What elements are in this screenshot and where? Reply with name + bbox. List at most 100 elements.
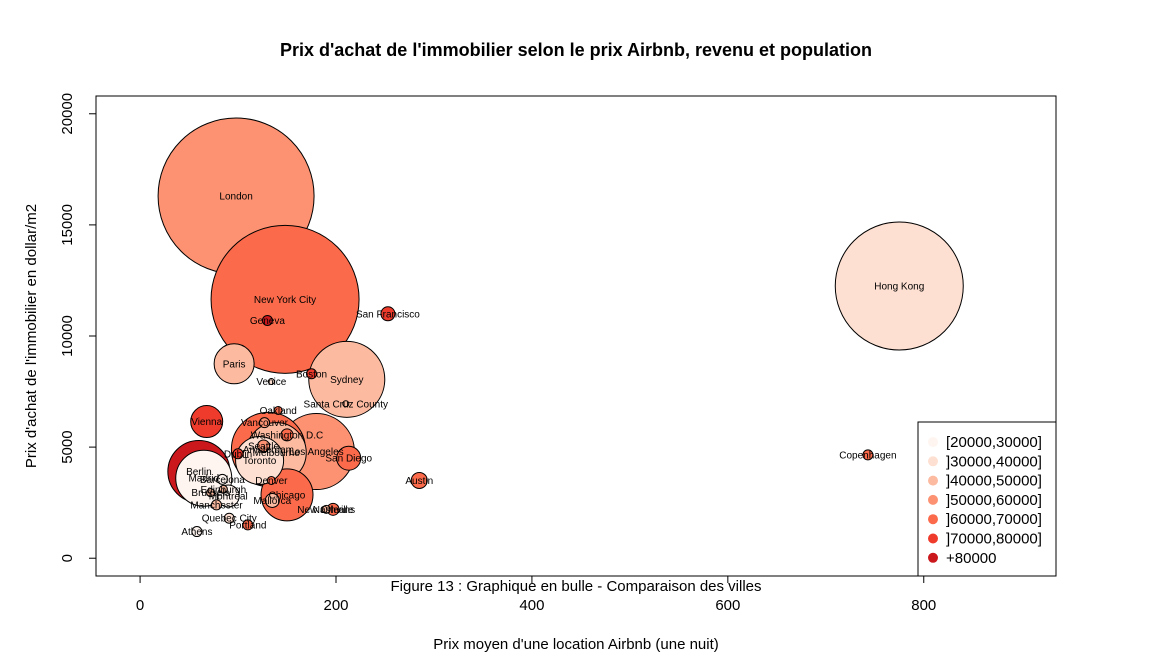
y-tick-label: 15000 (59, 204, 76, 246)
city-label-amsterdam: Amsterdam (243, 445, 294, 456)
legend-label-7: +80000 (946, 550, 996, 567)
bubble-san-diego (336, 445, 362, 471)
bubble-washington-d-c (280, 428, 294, 442)
bubble-seattle (257, 439, 271, 453)
city-label-new-orleans: New Orleans (297, 505, 355, 516)
bubble-quebec-city (223, 512, 235, 524)
legend-label-1: [20000,30000] (946, 434, 1042, 451)
city-label-mallorca: Mallorca (253, 496, 291, 507)
x-tick-label: 600 (715, 597, 740, 614)
city-label-brussels: Brussels (191, 488, 229, 499)
bubble-geneva (261, 314, 273, 326)
bubble-edinburgh (218, 484, 228, 494)
bubble-athens (191, 526, 203, 538)
city-label-manchester: Manchester (190, 500, 243, 511)
legend-swatch-2 (928, 456, 938, 467)
figure-caption: Figure 13 : Graphique en bulle - Compara… (390, 578, 761, 595)
bubble-copenhagen (862, 449, 874, 461)
city-label-quebec-city: Quebec City (202, 514, 257, 525)
legend-swatch-1 (928, 437, 938, 447)
city-label-london: London (219, 192, 252, 203)
city-label-dublin: Dublin (224, 449, 252, 460)
y-axis-label: Prix d'achat de l'immobilier en dollar/m… (23, 204, 40, 468)
bubble-san-francisco (380, 306, 396, 322)
city-label-edinburgh: Edinburgh (201, 485, 247, 496)
city-label-venice: Venice (256, 377, 286, 388)
y-tick-label: 10000 (59, 315, 76, 357)
chart-title: Prix d'achat de l'immobilier selon le pr… (280, 40, 872, 60)
city-label-denver: Denver (255, 476, 288, 487)
bubble-new-orleans (321, 504, 331, 514)
bubble-new-york-city (210, 224, 360, 374)
legend-swatch-6 (928, 533, 938, 544)
city-label-nashville: Nashville (313, 505, 354, 516)
bubble-boston (306, 368, 318, 380)
city-label-portland: Portland (229, 520, 266, 531)
x-tick-label: 200 (323, 597, 348, 614)
legend-swatch-4 (928, 494, 938, 505)
bubble-vienna (190, 405, 224, 439)
city-label-melbourne: Melbourne (253, 448, 301, 459)
city-label-berlin: Berlin (186, 467, 212, 478)
bubble-denver (266, 475, 276, 485)
city-label-paris: Paris (223, 359, 246, 370)
y-tick-label: 0 (59, 554, 76, 562)
bubble-venice (267, 378, 275, 386)
city-label-barcelona: Barcelona (200, 475, 245, 486)
city-label-los-angeles: Los Angeles (289, 447, 344, 458)
bubble-toronto (235, 435, 285, 485)
bubble-paris (213, 343, 255, 385)
bubble-austin (410, 471, 428, 489)
legend-swatch-5 (928, 514, 938, 525)
city-label-san-francisco: San Francisco (356, 309, 420, 320)
city-label-sydney: Sydney (330, 375, 363, 386)
legend-swatch-3 (928, 475, 938, 486)
city-label-new-york-city: New York City (254, 295, 316, 306)
city-label-toronto: Toronto (243, 456, 277, 467)
legend-label-5: ]60000,70000] (946, 511, 1042, 528)
bubble-barcelona (216, 473, 228, 485)
bubble-sydney (308, 340, 386, 418)
bubble-manchester (210, 499, 222, 511)
y-axis: 0 5000 10000 15000 20000 (59, 93, 97, 562)
city-label-chicago: Chicago (269, 490, 306, 501)
city-label-san-diego: San Diego (325, 454, 372, 465)
city-label-vancouver: Vancouver (241, 418, 289, 429)
bubble-vancouver (258, 417, 270, 429)
legend: [20000,30000] ]30000,40000] ]40000,50000]]… (917, 421, 1057, 577)
bubble-oakland (273, 405, 283, 415)
legend-label-6: ]70000,80000] (946, 531, 1042, 548)
x-tick-label: 800 (911, 597, 936, 614)
city-label-hong-kong: Hong Kong (874, 282, 924, 293)
legend-box (917, 421, 1057, 577)
x-tick-label: 0 (136, 597, 144, 614)
legend-swatch-7 (928, 552, 938, 563)
bubble-mallorca (264, 492, 280, 508)
bubble-dublin (232, 448, 244, 460)
x-axis-label: Prix moyen d'une location Airbnb (une nu… (433, 636, 719, 653)
city-label-athens: Athens (181, 527, 212, 538)
legend-label-4: ]50000,60000] (946, 492, 1042, 509)
city-label-santa-cruz-county: Santa Cruz County (304, 399, 389, 410)
city-label-montreal: Montreal (209, 492, 248, 503)
city-label-oakland: Oakland (260, 406, 297, 417)
y-tick-label: 20000 (59, 93, 76, 135)
bubble-santa-cruz-county (342, 400, 350, 408)
bubble-layer: London New York City Geneva Hong Kong San Fr… (157, 117, 964, 538)
city-label-copenhagen: Copenhagen (839, 450, 896, 461)
city-label-washington-d-c: Washington D.C (251, 430, 323, 441)
city-label-madrid: Madrid (188, 474, 219, 485)
x-axis: 0 200 400 600 800 (136, 575, 936, 614)
city-label-austin: Austin (405, 476, 433, 487)
x-tick-label: 400 (519, 597, 544, 614)
city-label-boston: Boston (296, 369, 327, 380)
legend-label-2: ]30000,40000] (946, 453, 1042, 470)
legend-label-3: ]40000,50000] (946, 473, 1042, 490)
city-label-vienna: Vienna (191, 417, 222, 428)
y-tick-label: 5000 (59, 430, 76, 463)
bubble-brussels (206, 488, 216, 498)
city-label-geneva: Geneva (250, 316, 285, 327)
city-label-seattle: Seattle (248, 442, 280, 453)
bubble-portland (242, 519, 254, 531)
